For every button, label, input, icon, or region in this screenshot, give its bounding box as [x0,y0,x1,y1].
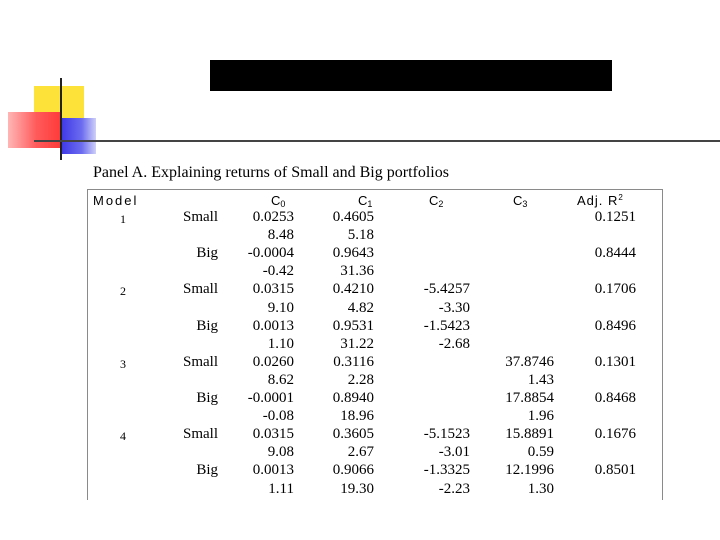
cell-adj: 0.1676 [594,426,636,443]
cell-c3: 12.1996 [505,462,554,479]
cell-c1: 0.3116 [333,353,374,370]
cell-c1: 0.4605 [332,209,374,225]
decor-blue-square [60,118,96,154]
cell-c3: 1.96 [527,408,554,425]
cell-c2: -2.68 [438,335,470,352]
cell-c3: 1.43 [527,371,554,388]
cell-adj: 0.1301 [594,353,636,370]
cell-c1: 31.36 [340,263,374,280]
cell-c0: 8.48 [267,227,294,244]
cell-c3: 1.30 [527,480,554,497]
cell-model: 3 [120,356,126,371]
cell-c0: -0.0001 [247,390,294,406]
results-table-frame [87,189,663,500]
cell-c0: 0.0013 [252,462,294,479]
cell-c1: 4.82 [347,299,374,316]
cell-c1: 19.30 [340,480,374,497]
decor-red-square [8,112,60,148]
cell-adj: 0.8444 [594,245,636,262]
cell-c2: -1.5423 [423,317,470,334]
cell-c3: 15.8891 [505,426,554,443]
cell-adj: 0.1706 [594,281,636,298]
cell-c1: 0.8940 [332,390,374,406]
cell-model: 4 [120,429,126,444]
cell-c1: 0.3605 [332,426,374,443]
cell-c0: 0.0253 [252,209,294,225]
cell-adj: 0.1251 [594,209,636,225]
cell-adj: 0.8501 [594,462,636,479]
cell-c2: -2.23 [438,480,470,497]
cell-port: Small [182,426,218,443]
header-adj-r2: Adj. R2 [577,193,624,208]
header-c1: C1 [358,193,373,209]
cell-port: Small [182,353,218,370]
cell-c0: 0.0013 [252,317,294,334]
cell-c0: 0.0315 [252,426,294,443]
cell-c1: 0.9531 [332,317,374,334]
cell-port: Big [196,245,218,262]
cell-c0: 9.08 [267,444,294,461]
cell-c2: -3.30 [438,299,470,316]
cell-c1: 0.9643 [332,245,374,262]
cell-c0: 0.0260 [252,353,294,370]
cell-c1: 0.4210 [332,281,374,298]
cell-c1: 5.18 [347,227,374,244]
cell-c3: 17.8854 [505,390,554,406]
cell-model: 1 [120,212,126,226]
cell-c1: 2.28 [347,371,374,388]
redacted-title-bar [210,60,612,91]
cell-adj: 0.8468 [594,390,636,406]
decor-horizontal-line [34,140,720,142]
cell-c0: 1.11 [268,480,294,497]
cell-c3: 37.8746 [505,353,554,370]
cell-c2: -5.4257 [423,281,470,298]
cell-c0: -0.0004 [247,245,294,262]
cell-c0: 9.10 [267,299,294,316]
cell-c2: -1.3325 [423,462,470,479]
panel-title: Panel A. Explaining returns of Small and… [93,164,449,181]
cell-port: Big [196,390,218,406]
cell-c2: -3.01 [438,444,470,461]
cell-c0: 0.0315 [252,281,294,298]
cell-c0: -0.42 [262,263,294,280]
header-model: Model [93,193,139,208]
cell-c1: 31.22 [340,335,374,352]
header-c2: C2 [429,193,444,209]
cell-c3: 0.59 [527,444,554,461]
cell-c1: 0.9066 [332,462,374,479]
cell-port: Big [196,317,218,334]
cell-port: Small [182,209,218,225]
decor-vertical-line [60,78,62,160]
cell-c1: 2.67 [347,444,374,461]
header-c0: C0 [271,193,286,209]
cell-model: 2 [120,284,126,299]
cell-c2: -5.1523 [423,426,470,443]
cell-c0: 8.62 [267,371,294,388]
cell-adj: 0.8496 [594,317,636,334]
cell-c1: 18.96 [340,408,374,425]
cell-c0: 1.10 [267,335,294,352]
cell-c0: -0.08 [262,408,294,425]
header-c3: C3 [513,193,528,209]
cell-port: Small [182,281,218,298]
cell-port: Big [196,462,218,479]
